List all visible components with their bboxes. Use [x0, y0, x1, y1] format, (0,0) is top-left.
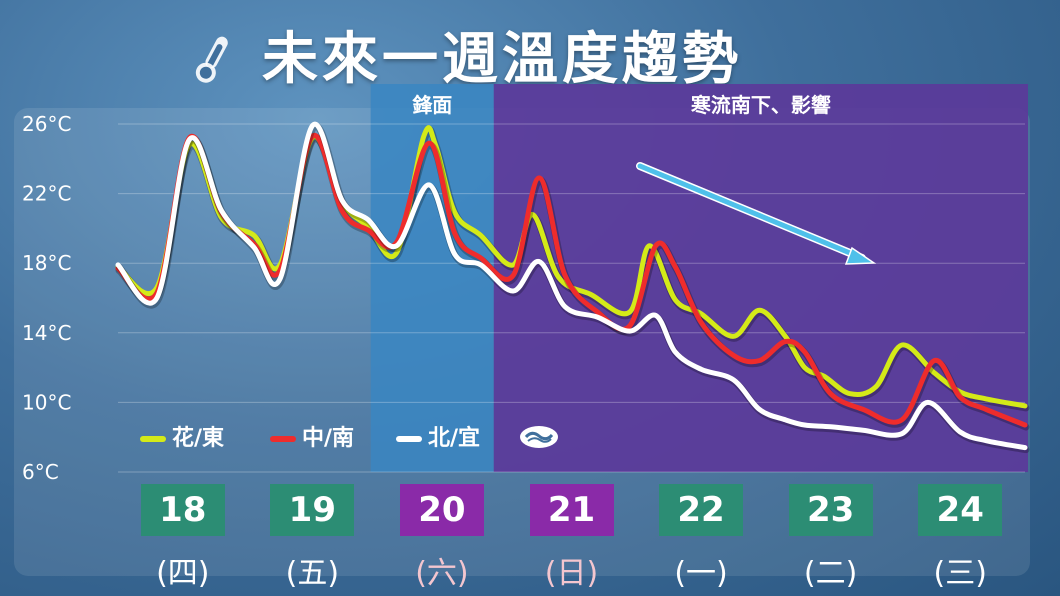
series-line-north_yilan: [115, 121, 1028, 451]
legend-label-hualien: 花/東: [172, 426, 225, 451]
legend-swatch-north-yilan: [396, 436, 422, 442]
weekday-label-21: (日): [544, 556, 599, 591]
trend-arrow-head: [844, 246, 877, 265]
day-box-21: 21: [529, 484, 614, 536]
weekday-label-20: (六): [415, 556, 469, 591]
legend-swatch-hualien: [140, 436, 166, 442]
legend-item-central-south: 中/南: [270, 420, 354, 452]
weekday-label-22: (一): [674, 556, 728, 591]
y-tick-label: 22°C: [22, 182, 71, 206]
title-area: 未來一週溫度趨勢: [0, 8, 1060, 92]
day-box-23: 23: [788, 484, 873, 536]
y-tick-label: 14°C: [22, 321, 71, 345]
weekday-label-23: (二): [803, 556, 858, 591]
y-tick-label: 26°C: [22, 112, 71, 136]
weekday-label-18: (四): [156, 556, 210, 591]
cold-label: 寒流南下、影響: [691, 93, 831, 117]
day-box-20: 20: [399, 484, 484, 536]
y-tick-label: 6°C: [22, 460, 59, 484]
thermometer-icon: [195, 36, 228, 83]
series-line-central_south: [115, 132, 1028, 428]
y-tick-label: 10°C: [22, 390, 71, 414]
legend-swatch-central-south: [270, 436, 296, 442]
cwa-logo-icon: [520, 426, 558, 448]
legend-item-north-yilan: 北/宜: [396, 420, 480, 452]
legend-label-central-south: 中/南: [302, 426, 355, 451]
day-box-18: 18: [140, 484, 225, 536]
page-title: 未來一週溫度趨勢: [262, 27, 742, 92]
trend-arrow: [637, 163, 865, 261]
front-label: 鋒面: [411, 93, 452, 117]
legend-label-north-yilan: 北/宜: [428, 426, 481, 451]
day-box-19: 19: [270, 484, 355, 536]
y-tick-label: 18°C: [22, 251, 71, 275]
weekday-label-19: (五): [285, 556, 340, 591]
day-box-24: 24: [918, 484, 1003, 536]
legend-item-hualien: 花/東: [140, 420, 224, 452]
day-box-22: 22: [659, 484, 744, 536]
weekday-label-24: (三): [933, 556, 987, 591]
